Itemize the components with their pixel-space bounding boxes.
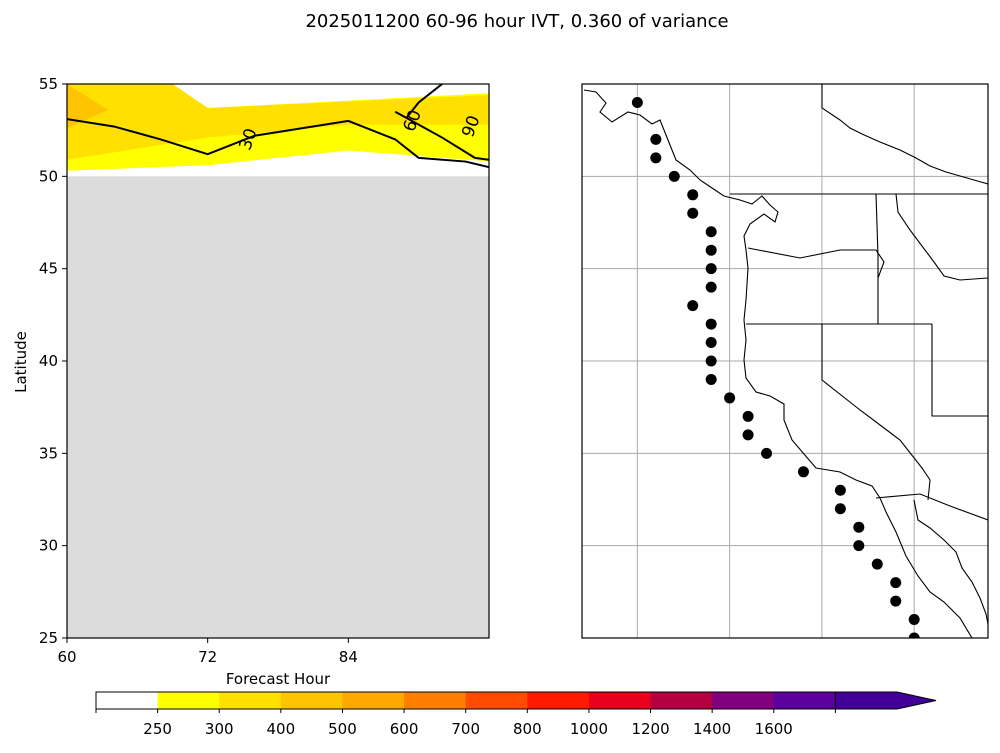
colorbar-segment [280, 692, 343, 709]
coast-point [650, 152, 662, 164]
coast-point [687, 207, 699, 219]
colorbar-tick-label: 1000 [570, 720, 608, 738]
colorbar-tick-label: 400 [267, 720, 296, 738]
colorbar-segment [96, 692, 159, 709]
ca-nv-border [821, 324, 931, 501]
colorbar-segment [219, 692, 282, 709]
us-mexico-border [875, 493, 988, 521]
colorbar-tick-label: 250 [143, 720, 172, 738]
colorbar-segment [773, 692, 836, 709]
y-tick-label: 25 [39, 629, 58, 647]
colorbar-segment [342, 692, 405, 709]
coast-point [742, 410, 754, 422]
coast-point [705, 263, 717, 275]
y-tick-label: 30 [39, 537, 58, 555]
coast-point [908, 614, 920, 626]
contour-line-30 [67, 118, 489, 169]
colorbar-tick-label: 500 [328, 720, 357, 738]
contour-line-60 [406, 84, 443, 118]
idaho-border [875, 193, 879, 324]
nevada-east-border [931, 324, 988, 417]
y-tick-label: 50 [39, 167, 58, 185]
coast-point [834, 503, 846, 515]
wa-or-border [747, 247, 885, 279]
coast-point [890, 595, 902, 607]
colorbar-segment [712, 692, 775, 709]
contour-line-90 [394, 110, 489, 161]
canada-province-border [821, 84, 988, 185]
coast-point [742, 429, 754, 441]
coast-point [705, 355, 717, 367]
filled-contours [67, 84, 489, 638]
colorbar-tick-label: 600 [390, 720, 419, 738]
coast-point [668, 170, 680, 182]
coast-point [908, 632, 920, 638]
point-markers [631, 96, 920, 638]
x-tick-label: 60 [57, 648, 76, 666]
colorbar-segment [465, 692, 528, 709]
coast-point [724, 392, 736, 404]
coast-point [761, 447, 773, 459]
colorbar-tick-label: 1400 [693, 720, 731, 738]
coast-point [631, 96, 643, 108]
coast-point [853, 540, 865, 552]
baja-east-coast [913, 499, 988, 625]
colorbar-segment [588, 692, 652, 709]
x-tick-label: 72 [198, 648, 217, 666]
coastline [583, 89, 973, 638]
map-frame [581, 83, 989, 639]
coast-point [687, 300, 699, 312]
no-data-region [67, 176, 489, 638]
coast-point [705, 373, 717, 385]
colorbar-tick-label: 1200 [631, 720, 669, 738]
axis-ticks: 60 72 84 25 30 35 40 45 50 55 [39, 75, 358, 666]
figure-title: 2025011200 60-96 hour IVT, 0.360 of vari… [305, 11, 728, 32]
y-tick-label: 40 [39, 352, 58, 370]
coast-point [705, 318, 717, 330]
coast-point [687, 189, 699, 201]
colorbar-tick-label: 1600 [755, 720, 793, 738]
coast-point [705, 244, 717, 256]
coast-point [705, 281, 717, 293]
filled-region-400-500 [67, 84, 109, 129]
coast-point [890, 577, 902, 589]
coast-point [871, 558, 883, 570]
y-tick-label: 55 [39, 75, 58, 93]
colorbar-segment [404, 692, 467, 709]
colorbar-tick-label: 800 [513, 720, 542, 738]
coast-point [705, 337, 717, 349]
coast-point [797, 466, 809, 478]
filled-region-300-400 [67, 84, 489, 160]
y-axis-label: Latitude [12, 331, 30, 393]
coast-point [705, 226, 717, 238]
colorbar-segment [650, 692, 713, 709]
y-tick-label: 35 [39, 444, 58, 462]
contour-lines [67, 84, 489, 169]
x-tick-label: 84 [339, 648, 358, 666]
map-panel [581, 83, 989, 639]
x-axis-label: Forecast Hour [226, 670, 331, 688]
coast-point [834, 484, 846, 496]
colorbar-segment [157, 692, 220, 709]
colorbar-tick-label: 700 [451, 720, 480, 738]
map-borders [583, 84, 988, 638]
map-gridlines [582, 84, 988, 638]
coast-point [650, 133, 662, 145]
colorbar-segment [527, 692, 590, 709]
colorbar: 250 300 400 500 600 700 800 1000 1200 1400 1600 [95, 691, 937, 738]
colorbar-extend-arrow [834, 691, 937, 710]
montana-border [895, 193, 988, 281]
y-tick-label: 45 [39, 260, 58, 278]
colorbar-tick-label: 300 [205, 720, 234, 738]
coast-point [853, 521, 865, 533]
